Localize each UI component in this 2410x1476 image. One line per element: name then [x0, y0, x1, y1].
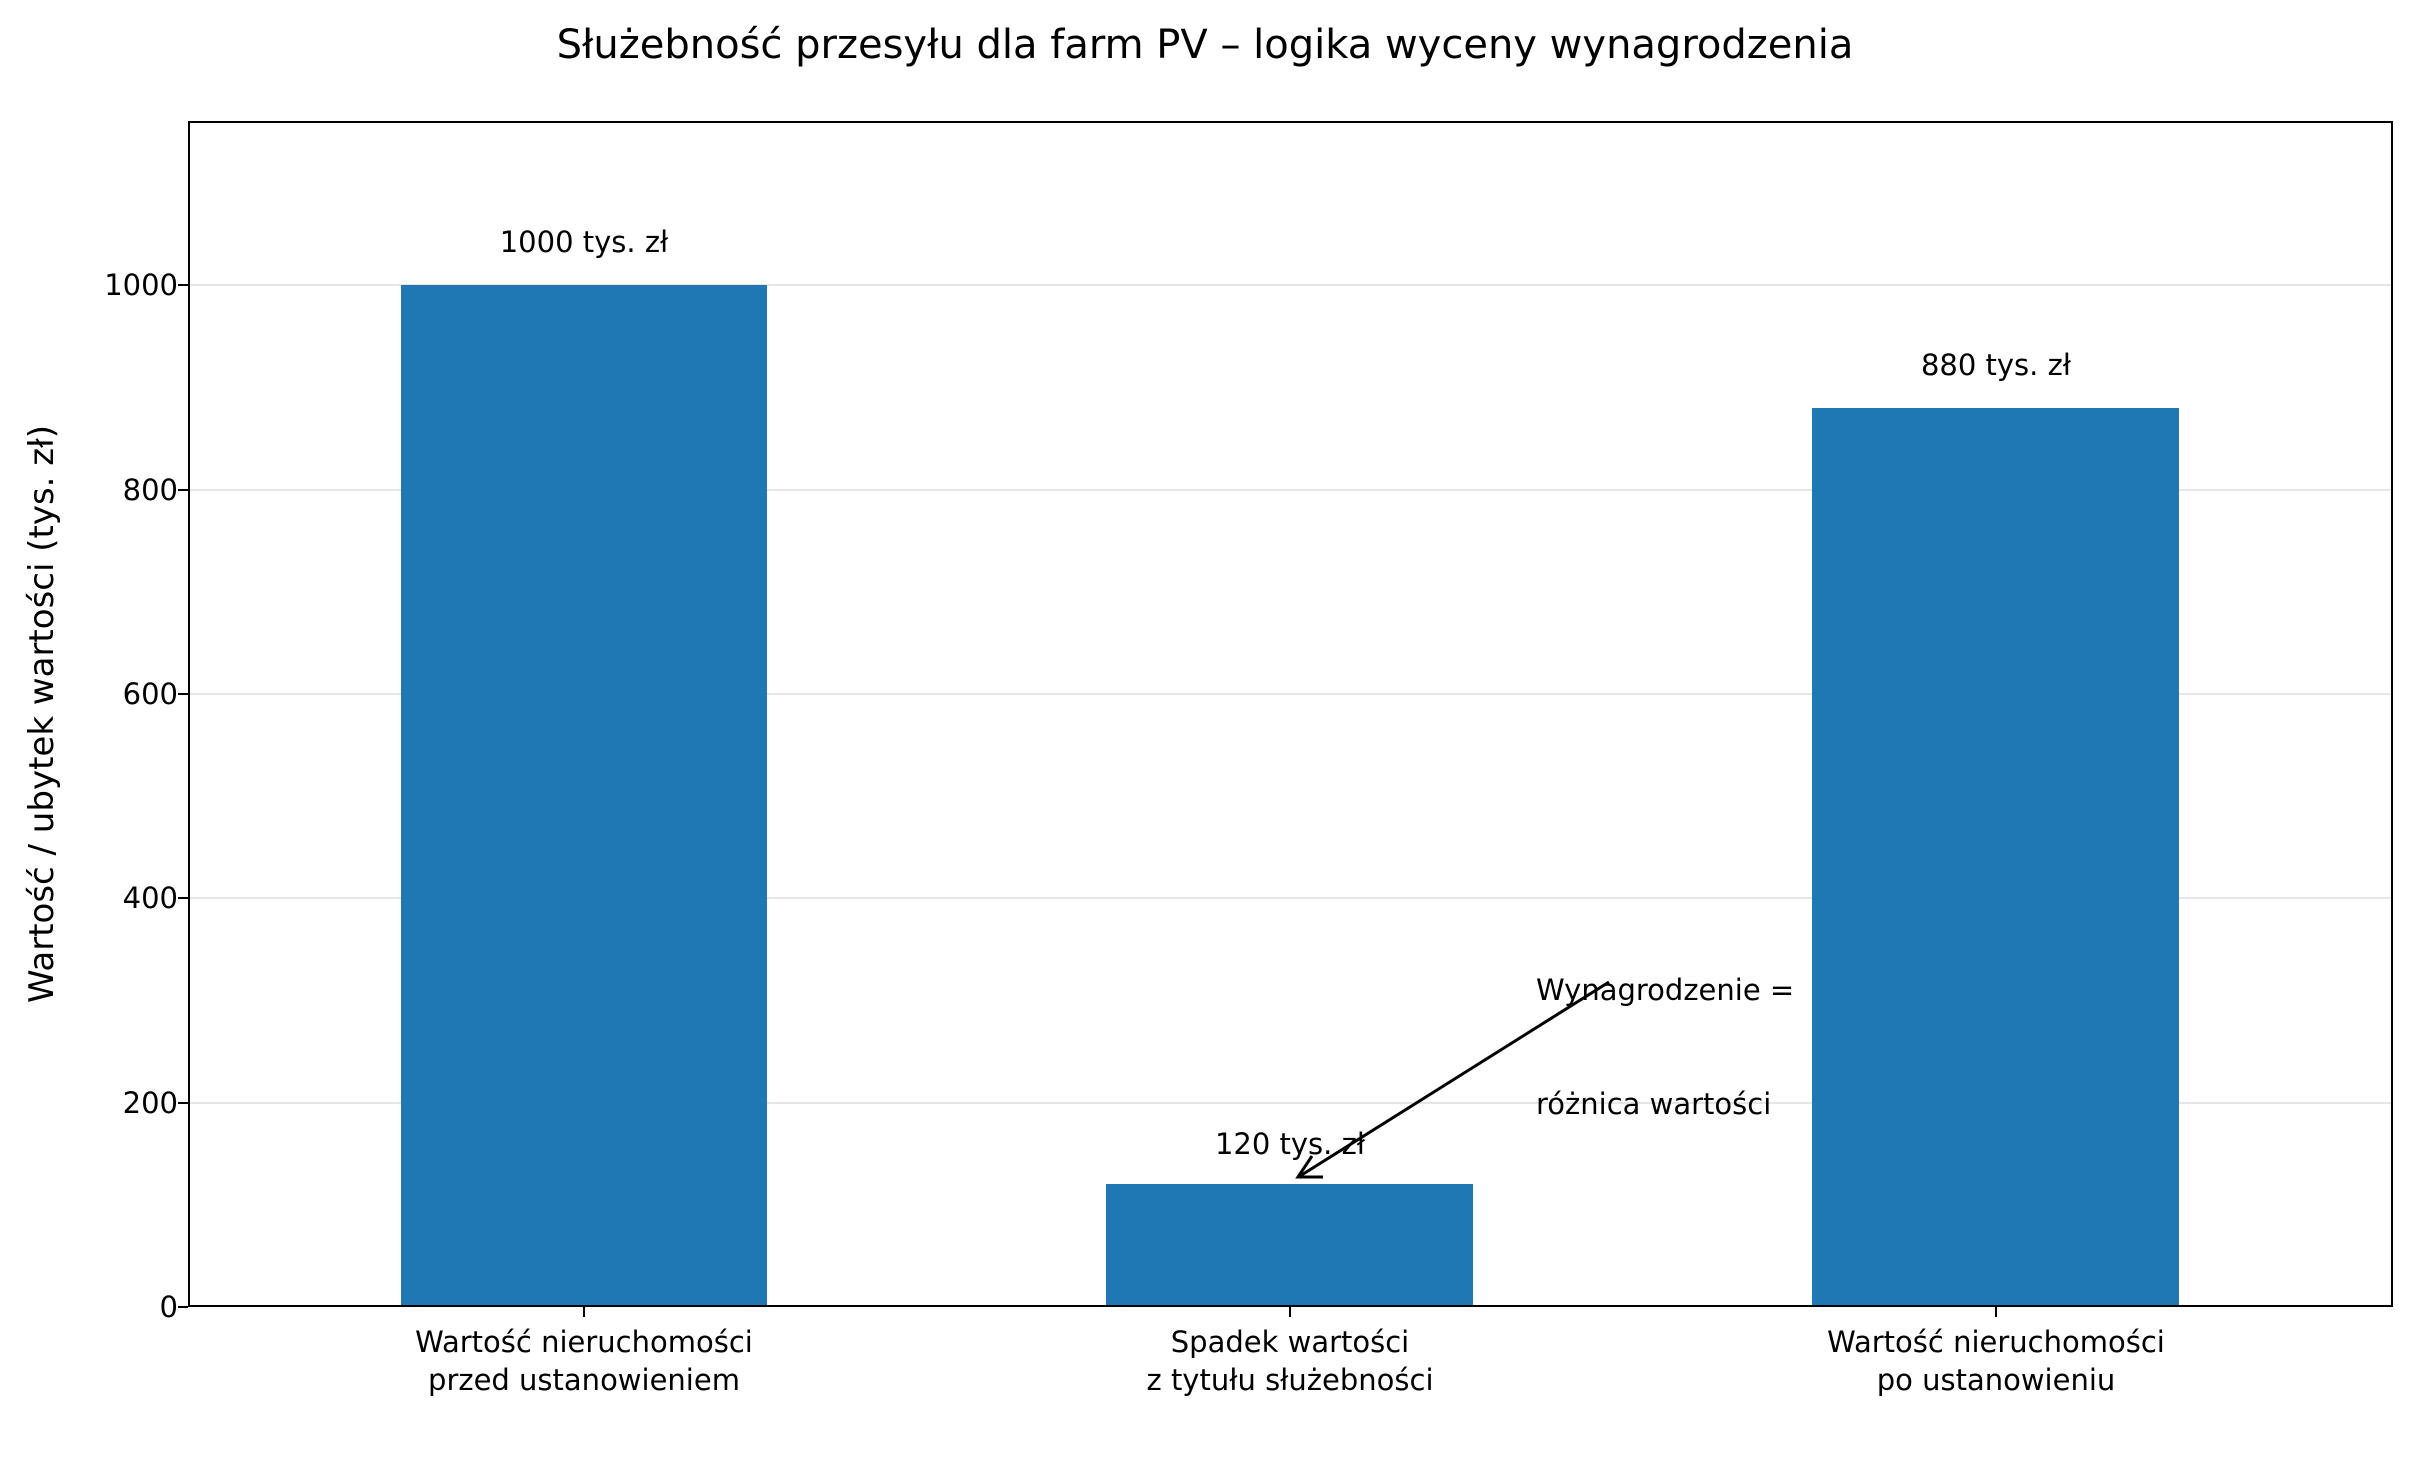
bar-before [401, 285, 767, 1307]
ytick-label: 0 [159, 1290, 178, 1324]
gridline-800 [188, 489, 2393, 491]
xtick-label-line: z tytułu służebności [1146, 1363, 1434, 1397]
value-label-before: 1000 tys. zł [499, 225, 669, 259]
gridline-600 [188, 693, 2393, 695]
chart-title: Służebność przesyłu dla farm PV – logika… [556, 22, 1854, 68]
xtick-mark [1289, 1307, 1291, 1317]
ytick-mark [178, 284, 188, 286]
bar-after [1812, 408, 2179, 1307]
ytick-label: 400 [122, 881, 178, 915]
xtick-label-line: Wartość nieruchomości [415, 1325, 753, 1359]
xtick-label-line: Wartość nieruchomości [1827, 1325, 2165, 1359]
xtick-label-line: przed ustanowieniem [428, 1363, 740, 1397]
gridline-200 [188, 1102, 2393, 1104]
ytick-label: 600 [122, 677, 178, 711]
ytick-mark [178, 897, 188, 899]
ytick-mark [178, 1102, 188, 1104]
bar-decrease [1106, 1184, 1473, 1307]
xtick-label-line: po ustanowieniu [1876, 1363, 2116, 1397]
xtick-mark [583, 1307, 585, 1317]
xtick-label-after: Wartość nieruchomości po ustanowieniu [1716, 1323, 2276, 1399]
ytick-mark [178, 1306, 188, 1308]
xtick-label-line: Spadek wartości [1170, 1325, 1410, 1359]
value-label-decrease: 120 tys. zł [1214, 1127, 1366, 1161]
xtick-label-before: Wartość nieruchomości przed ustanowienie… [304, 1323, 864, 1399]
ytick-label: 200 [122, 1086, 178, 1120]
ytick-mark [178, 489, 188, 491]
plot-area [188, 121, 2393, 1307]
xtick-mark [1995, 1307, 1997, 1317]
ytick-label: 1000 [104, 268, 178, 302]
value-label-after: 880 tys. zł [1920, 348, 2072, 382]
annotation-line: różnica wartości [1536, 1087, 1772, 1121]
ytick-mark [178, 693, 188, 695]
gridline-400 [188, 897, 2393, 899]
annotation-text: Wynagrodzenie = różnica wartości [1536, 895, 1794, 1161]
xtick-label-decrease: Spadek wartości z tytułu służebności [1010, 1323, 1570, 1399]
gridline-1000 [188, 284, 2393, 286]
ytick-label: 800 [122, 473, 178, 507]
annotation-line: Wynagrodzenie = [1536, 973, 1795, 1007]
